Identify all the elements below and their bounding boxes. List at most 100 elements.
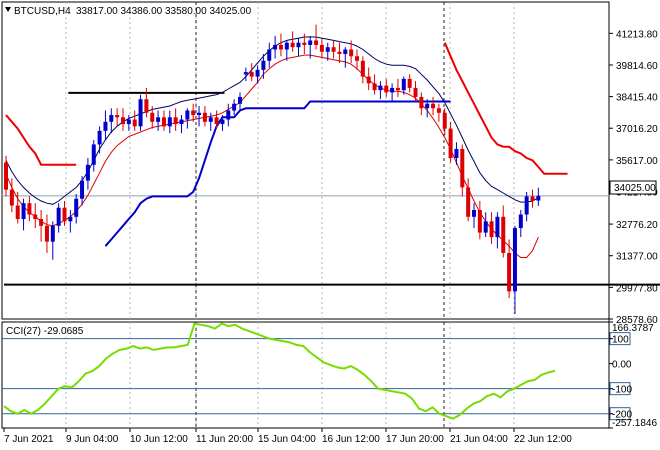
candle-body [214,117,219,125]
time-tick-label: 22 Jun 12:00 [514,434,572,445]
candle-body [284,42,289,50]
candle-body [249,72,254,77]
candle-body [395,87,400,91]
candle-body [15,205,20,220]
candle-body [126,119,131,125]
price-tick-label: 35617.00 [616,156,658,167]
candle-body [524,196,529,215]
time-tick-label: 9 Jun 04:00 [66,434,119,445]
price-tick-label: 29977.80 [616,283,658,294]
candle-body [536,195,541,201]
candle-body [74,198,79,217]
candle-body [431,103,436,109]
cci-tick-label: -200 [612,410,632,421]
candle-body [308,40,313,45]
time-tick-label: 7 Jun 2021 [4,434,54,445]
main-grid [65,2,515,319]
time-tick-label: 21 Jun 04:00 [450,434,508,445]
candle-body [4,162,8,190]
candle-body [202,112,207,122]
symbol-label: BTCUSD,H4 [14,6,71,17]
candle-body [495,216,500,238]
current-price-tag [609,180,657,195]
candle-body [144,99,149,113]
candle-body [173,117,178,125]
candle-body [150,112,155,122]
candle-body [91,144,96,165]
candle-body [62,207,67,222]
candle-body [39,219,44,226]
candle-body [419,96,424,109]
candle-body [454,148,459,158]
ohlc-label: 33817.00 34386.00 33580.00 34025.00 [76,6,252,17]
candle-body [390,87,395,93]
candle-body [512,228,517,292]
candle-body [378,85,383,91]
candle-body [401,78,406,91]
candle-body [197,112,202,116]
candle-body [33,214,38,220]
cci-line-layer [3,322,556,420]
candle-body [436,108,441,113]
time-tick-label: 10 Jun 12:00 [130,434,188,445]
candle-body [337,51,342,54]
candle-body [343,49,348,54]
current-price-label: 34025.00 [614,183,656,194]
candle-body [302,42,307,45]
candle-body [325,47,330,52]
candle-body [21,203,26,220]
candle-body [243,72,248,75]
candle-body [278,44,283,50]
candle-body [472,209,476,217]
candle-body [9,189,14,206]
candle-body [68,216,73,222]
cci-tick-label: 166.3787 [612,323,654,334]
price-tick-label: 38415.40 [616,93,658,104]
candle-body [355,56,359,61]
candle-body [360,60,365,77]
candle-body [80,180,85,199]
candle-body [331,47,336,52]
candle-body [208,117,213,122]
cci-tick-label: 100 [612,335,629,346]
candle-body [530,196,535,201]
cci-tick-label: -100 [612,385,632,396]
candle-body [226,110,231,120]
triangle-down-icon[interactable] [5,7,11,12]
candles-layer [4,24,541,314]
stop-red-line [5,42,568,175]
price-tick-label: 41213.80 [616,29,658,40]
candle-body [232,103,237,111]
candle-body [425,103,430,109]
candle-body [507,252,512,292]
candle-body [483,221,488,233]
candle-body [314,40,319,45]
candle-body [296,42,301,48]
candle-body [156,117,161,122]
price-tick-label: 32776.20 [616,220,658,231]
time-tick-label: 17 Jun 20:00 [386,434,444,445]
price-tick-label: 39814.60 [616,61,658,72]
candle-body [109,115,114,122]
candle-body [121,117,125,125]
candle-body [27,203,32,215]
cci-line [3,322,556,420]
candle-body [501,216,506,253]
price-axis-ticks: 41213.80 39814.60 38415.40 37016.20 35617.00… [609,29,658,326]
candle-body [372,83,377,91]
price-tick-label: 31377.00 [616,252,658,263]
candle-body [448,128,453,158]
cci-panel[interactable] [1,321,610,429]
time-tick-label: 15 Jun 04:00 [258,434,316,445]
candle-body [290,42,295,48]
candle-body [185,110,190,120]
price-tick-label: 37016.20 [616,124,658,135]
candle-body [167,117,172,127]
candle-body [407,78,412,88]
candle-body [50,225,55,242]
candle-body [460,148,465,188]
stop-blue-line [104,100,451,247]
candle-body [191,110,196,116]
